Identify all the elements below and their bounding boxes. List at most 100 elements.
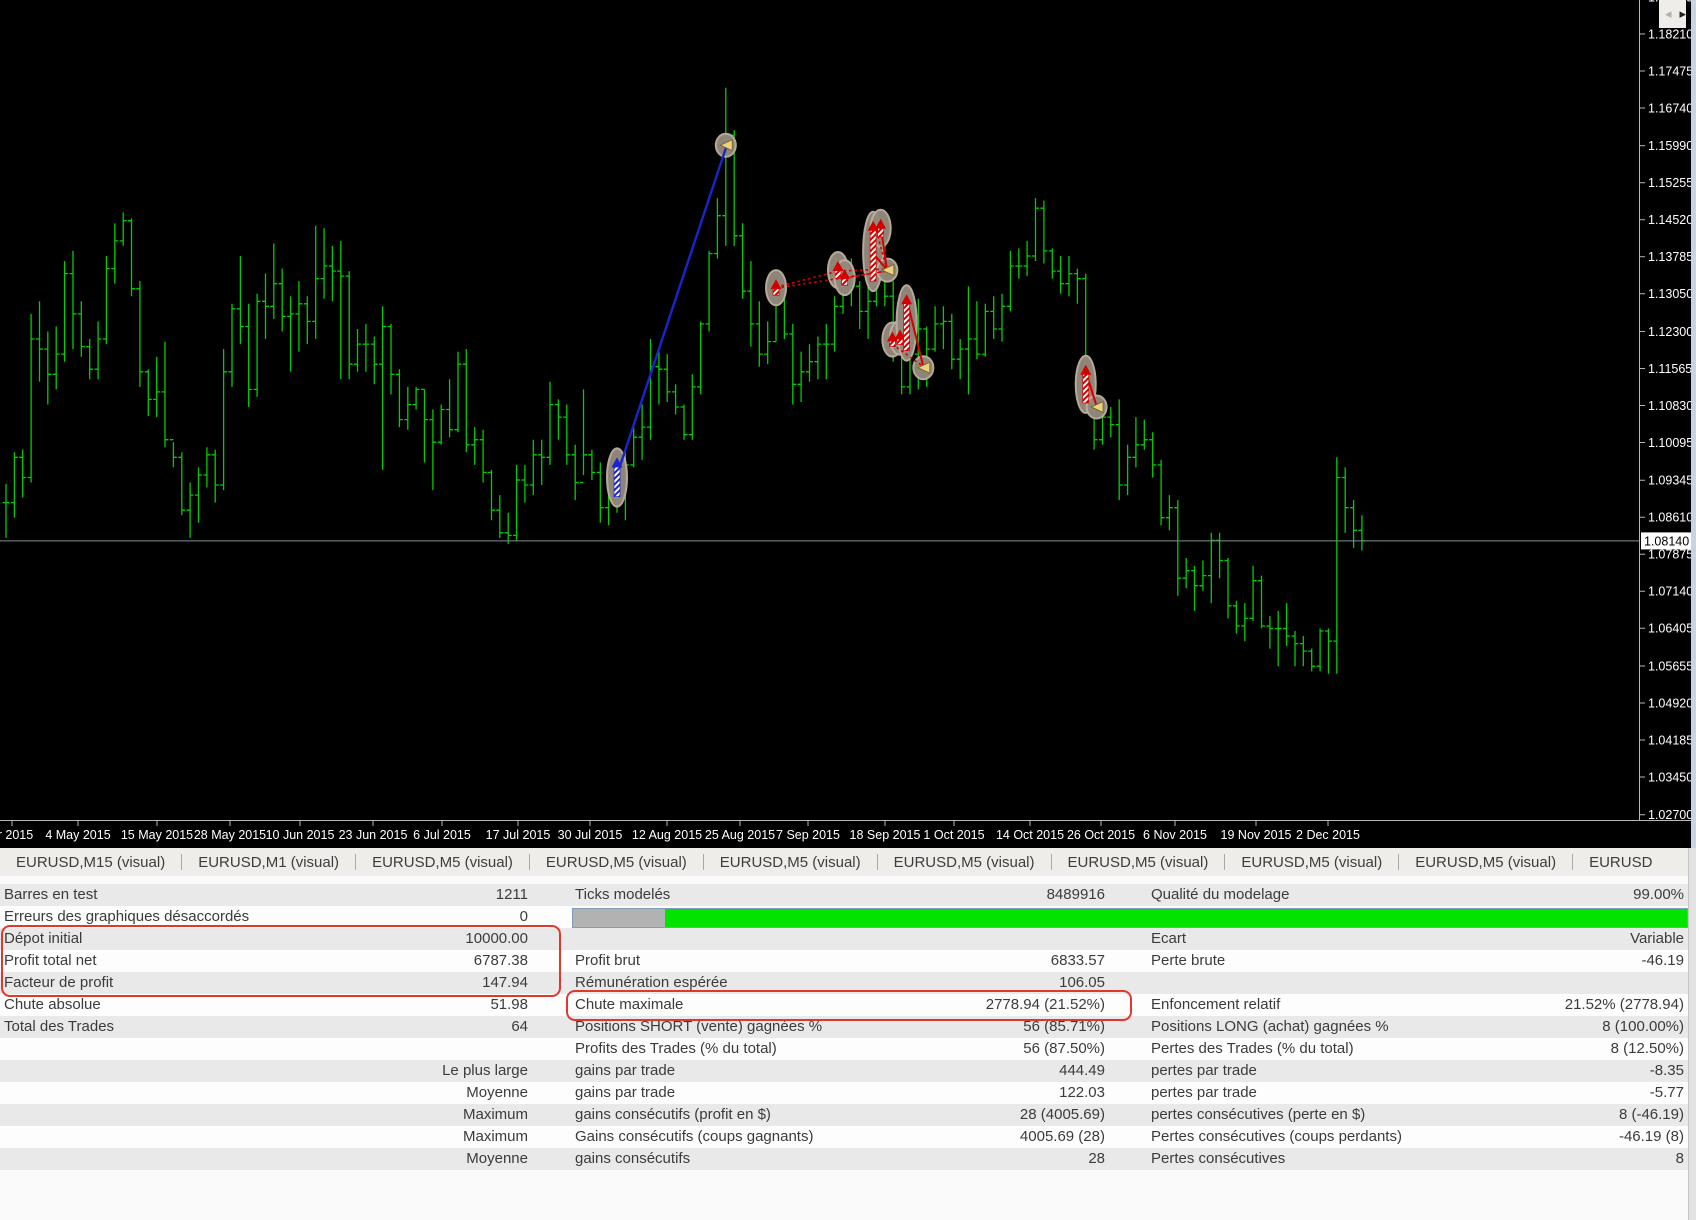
time-axis-label: 10 Jun 2015 xyxy=(266,828,335,842)
stat-label: Profit brut xyxy=(575,952,641,969)
price-axis-label: 1.02700 xyxy=(1648,808,1693,822)
trade-exit-icon xyxy=(880,263,895,277)
time-axis-label: 15 May 2015 xyxy=(121,828,193,842)
result-tab-3[interactable]: EURUSD,M5 (visual) xyxy=(372,853,513,871)
price-axis-label: 1.14520 xyxy=(1648,213,1693,227)
stat-value: 56 (85.71%) xyxy=(1023,1018,1105,1035)
stat-value: 6787.38 xyxy=(473,952,528,969)
stat-value: -46.19 xyxy=(1641,952,1684,969)
short-trade-dotted-line xyxy=(775,270,887,289)
stat-label: Qualité du modelage xyxy=(1151,886,1290,903)
stat-label: Positions SHORT (vente) gagnées % xyxy=(575,1018,823,1035)
stat-value: 122.03 xyxy=(1059,1084,1105,1101)
result-tab-10[interactable]: EURUSD xyxy=(1589,853,1653,871)
price-axis-label: 1.07140 xyxy=(1648,585,1693,599)
stat-label: Pertes consécutives (coups perdants) xyxy=(1151,1128,1402,1145)
chart-panel: 1.189451.182101.174751.167401.159901.152… xyxy=(0,0,1696,848)
short-trade-dotted-line xyxy=(844,270,887,279)
stat-value: 10000.00 xyxy=(465,930,528,947)
stat-value: Maximum xyxy=(462,1106,528,1123)
stat-value: 6833.57 xyxy=(1050,952,1105,969)
stat-label: Rémunération espérée xyxy=(575,974,728,991)
time-axis-label: 30 Jul 2015 xyxy=(558,828,623,842)
buy-arrow-icon xyxy=(613,464,621,497)
stat-value: 51.98 xyxy=(490,996,528,1013)
stat-value: 28 (4005.69) xyxy=(1019,1106,1105,1123)
result-tab-5[interactable]: EURUSD,M5 (visual) xyxy=(719,853,861,871)
stat-value: 1211 xyxy=(495,886,528,903)
time-axis-label: 23 Jun 2015 xyxy=(339,828,408,842)
chart-canvas[interactable]: 1.189451.182101.174751.167401.159901.152… xyxy=(0,0,1696,848)
arrow-head-icon xyxy=(839,269,851,280)
result-tab-2[interactable]: EURUSD,M1 (visual) xyxy=(198,853,340,871)
time-axis-label: pr 2015 xyxy=(0,828,33,842)
stat-value: 8 (100.00%) xyxy=(1602,1018,1684,1035)
stat-label: Facteur de profit xyxy=(4,974,114,991)
result-tab-4[interactable]: EURUSD,M5 (visual) xyxy=(545,853,687,871)
stat-value: 2778.94 (21.52%) xyxy=(985,996,1105,1013)
stat-label: gains consécutifs xyxy=(575,1150,691,1167)
price-axis-label: 1.04920 xyxy=(1648,696,1693,710)
stat-label: gains par trade xyxy=(575,1062,676,1079)
price-axis-label: 1.13785 xyxy=(1648,250,1693,264)
price-axis-label: 1.07875 xyxy=(1648,548,1693,562)
time-axis-label: 14 Oct 2015 xyxy=(996,828,1064,842)
price-axis-label: 1.10095 xyxy=(1648,436,1693,450)
chart-background xyxy=(0,0,1696,848)
price-axis-label: 1.18210 xyxy=(1648,27,1693,41)
tab-separator xyxy=(528,854,530,870)
stat-value: 21.52% (2778.94) xyxy=(1564,996,1684,1013)
stat-label: Ticks modelés xyxy=(575,886,671,903)
table-row: Total des Trades 64 Positions SHORT (vente… xyxy=(0,1016,1688,1038)
time-axis-label: 1 Oct 2015 xyxy=(923,828,984,842)
tab-scroll-right-icon[interactable]: ▸ xyxy=(1679,6,1686,21)
result-tab-6[interactable]: EURUSD,M5 (visual) xyxy=(893,853,1035,871)
tab-separator xyxy=(181,854,183,870)
stat-label: Profits des Trades (% du total) xyxy=(575,1040,777,1057)
table-row: Le plus large gains par trade 444.49 pertes… xyxy=(0,1060,1688,1082)
tab-separator xyxy=(1050,854,1052,870)
stat-value: Le plus large xyxy=(442,1062,528,1079)
stat-value: -8.35 xyxy=(1649,1062,1684,1079)
stat-value: Moyenne xyxy=(466,1150,528,1167)
time-axis-label: 18 Sep 2015 xyxy=(850,828,921,842)
stat-label: Chute absolue xyxy=(4,996,101,1013)
price-axis-label: 1.16740 xyxy=(1648,101,1693,115)
table-row: Facteur de profit 147.94 Rémunération espé… xyxy=(0,972,1688,994)
arrow-head-icon xyxy=(770,279,782,290)
time-axis-label: 2 Dec 2015 xyxy=(1296,828,1360,842)
stat-label: Pertes des Trades (% du total) xyxy=(1151,1040,1354,1057)
current-price-label: 1.08140 xyxy=(1644,534,1689,548)
table-row: Moyenne gains consécutifs 28 Pertes consécu… xyxy=(0,1148,1688,1170)
time-axis-label: 6 Jul 2015 xyxy=(413,828,471,842)
long-trade-line xyxy=(615,147,727,476)
stat-value: 8 (-46.19) xyxy=(1618,1106,1684,1123)
time-axis-label: 28 May 2015 xyxy=(194,828,266,842)
result-tab-1[interactable]: EURUSD,M15 (visual) xyxy=(16,853,166,871)
trade-exit-icon xyxy=(719,138,733,152)
arrow-head-icon xyxy=(901,294,913,305)
tab-separator xyxy=(876,854,878,870)
result-tab-7[interactable]: EURUSD,M5 (visual) xyxy=(1067,853,1209,871)
time-axis-label: 25 Aug 2015 xyxy=(705,828,775,842)
stat-value: 147.94 xyxy=(482,974,528,991)
short-trade-dotted-line xyxy=(837,268,887,272)
quality-bar-gray-segment xyxy=(573,909,665,927)
result-tab-9[interactable]: EURUSD,M5 (visual) xyxy=(1415,853,1557,871)
price-axis-label: 1.05655 xyxy=(1648,659,1693,673)
report-table: Barres en test 1211 Ticks modelés 8489916 Qu… xyxy=(0,876,1696,1220)
time-axis-label: 7 Sep 2015 xyxy=(776,828,840,842)
stat-label: pertes consécutives (perte en $) xyxy=(1151,1106,1366,1123)
stat-value: 8489916 xyxy=(1046,886,1105,903)
stat-label: Chute maximale xyxy=(575,996,684,1013)
tab-scroll-left-icon[interactable]: ◂ xyxy=(1664,6,1672,21)
table-row: Maximum gains consécutifs (profit en $) 28… xyxy=(0,1104,1688,1126)
stat-label: pertes par trade xyxy=(1151,1062,1257,1079)
result-tab-8[interactable]: EURUSD,M5 (visual) xyxy=(1241,853,1383,871)
arrow-head-icon xyxy=(1080,364,1092,375)
chart-vertical-scrollbar[interactable] xyxy=(1691,0,1696,848)
price-axis-label: 1.15255 xyxy=(1648,176,1693,190)
tab-separator xyxy=(1572,854,1574,870)
stat-value: 4005.69 (28) xyxy=(1019,1128,1105,1145)
report-vertical-scrollbar[interactable] xyxy=(1688,848,1696,1220)
